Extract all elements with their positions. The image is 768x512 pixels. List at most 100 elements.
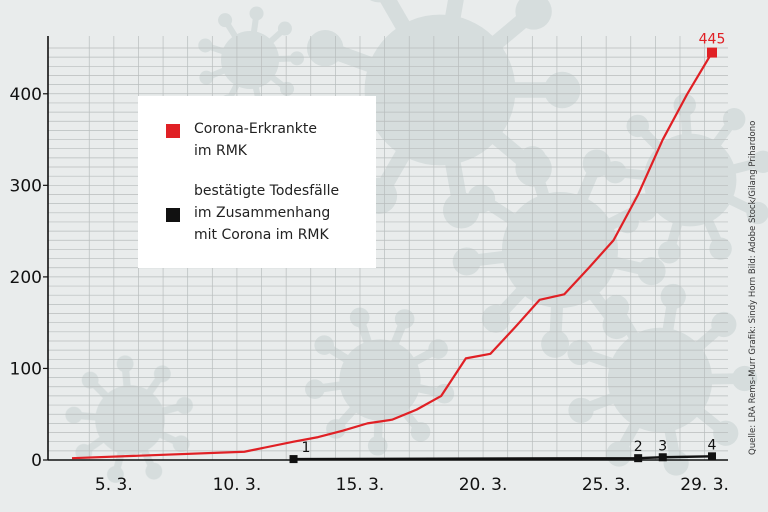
series-end-marker (707, 47, 717, 58)
virus-spike-head (280, 81, 295, 96)
series-line (71, 52, 713, 460)
virus-spike-head (153, 365, 171, 383)
x-tick-label: 15. 3. (336, 475, 385, 495)
x-tick-label: 5. 3. (95, 475, 133, 495)
x-tick-label: 20. 3. (459, 475, 508, 495)
virus-body (364, 14, 516, 166)
virus-spike-head (198, 38, 213, 53)
virus-spike-head (199, 70, 214, 85)
virus-spike-head (709, 237, 732, 260)
virus-spike-head (626, 114, 649, 138)
data-point (708, 452, 716, 461)
virus-body (502, 192, 618, 308)
virus-spike-head (658, 241, 681, 264)
legend-label-line: Corona-Erkrankte (194, 121, 317, 137)
virus-spike-head (582, 149, 611, 178)
virus-spike-head (467, 184, 496, 213)
virus-spike-head (711, 311, 737, 338)
virus-spike-head (218, 13, 233, 28)
data-point (658, 453, 667, 462)
legend-label-line: mit Corona im RMK (194, 227, 329, 243)
virus-spike-head (731, 365, 758, 392)
virus-spike-head (544, 71, 581, 109)
virus-spike-head (277, 21, 292, 36)
virus-shape (604, 93, 768, 264)
data-label: 4 (708, 437, 717, 453)
y-tick-label: 400 (10, 85, 42, 105)
virus-body (221, 31, 279, 89)
legend-label-deaths: bestätigte Todesfälle im Zusammenhang mi… (194, 180, 354, 246)
virus-spike (379, 0, 412, 32)
virus-spike-head (145, 462, 163, 480)
data-label: 1 (302, 440, 311, 456)
data-label: 2 (634, 439, 643, 455)
legend-label-cases: Corona-Erkrankte im RMK (194, 118, 354, 162)
virus-spike-head (394, 309, 415, 329)
virus-spike-head (434, 383, 455, 404)
x-tick-label: 29. 3. (680, 475, 729, 495)
virus-spike-head (604, 160, 627, 184)
virus-spike-head (746, 201, 768, 225)
y-tick-label: 0 (31, 451, 42, 471)
virus-spike-head (369, 0, 388, 3)
legend-label-line: im Zusammenhang (194, 205, 331, 221)
virus-spike-head (452, 247, 481, 276)
data-label: 445 (699, 32, 726, 48)
virus-shape (198, 6, 304, 113)
virus-spike-head (751, 150, 768, 174)
x-tick-labels: 5. 3. 10. 3. 15. 3. 20. 3. 25. 3. 29. 3. (95, 475, 729, 495)
virus-spike-head (81, 371, 99, 389)
virus-spike-head (481, 304, 510, 333)
legend-item-cases: Corona-Erkrankte im RMK (166, 118, 354, 162)
x-tick-label: 25. 3. (582, 475, 631, 495)
virus-shape (65, 355, 193, 483)
virus-body (95, 385, 165, 455)
series-line (293, 455, 713, 461)
virus-spike-head (410, 422, 431, 442)
virus-spike-head (172, 435, 190, 453)
data-label: 3 (658, 438, 667, 454)
legend-swatch-black (166, 208, 180, 222)
virus-spike-head (289, 51, 304, 66)
y-tick-label: 100 (10, 359, 42, 379)
data-point (634, 454, 643, 463)
y-tick-label: 200 (10, 268, 42, 288)
virus-spike-head (541, 329, 570, 358)
virus-spike-head (606, 441, 632, 467)
virus-spike (444, 0, 464, 21)
virus-spike-head (723, 107, 746, 131)
data-point (289, 455, 298, 464)
legend-item-deaths: bestätigte Todesfälle im Zusammenhang mi… (166, 180, 354, 246)
series (71, 47, 717, 464)
virus-spike-head (713, 420, 739, 446)
virus-shape (305, 307, 455, 456)
y-tick-label: 300 (10, 176, 42, 196)
virus-spike-head (568, 397, 594, 423)
virus-spike-head (428, 339, 448, 359)
virus-spike-head (249, 6, 264, 21)
data-labels: 445 1 2 3 4 (302, 32, 726, 457)
legend-swatch-red (166, 124, 180, 138)
legend: Corona-Erkrankte im RMK bestätigte Todes… (138, 96, 376, 268)
virus-spike-head (314, 335, 334, 355)
virus-spike-head (663, 450, 689, 476)
virus-body (643, 133, 737, 227)
virus-spike-head (603, 294, 630, 321)
virus-body (607, 327, 713, 433)
virus-spike-head (107, 466, 124, 483)
virus-spike-head (65, 406, 83, 424)
credit-text: Quelle: LRA Rems-Murr Grafik: Sindy Horn… (748, 120, 758, 455)
virus-spike-head (515, 0, 552, 30)
virus-spike-head (637, 257, 666, 286)
virus-spike-head (305, 379, 325, 399)
virus-spike-head (116, 355, 134, 373)
legend-label-line: im RMK (194, 143, 247, 159)
legend-label-line: bestätigte Todesfälle (194, 183, 340, 199)
x-tick-label: 10. 3. (213, 475, 262, 495)
virus-spike-head (660, 283, 686, 310)
virus-spike-head (567, 339, 593, 366)
virus-spike-head (326, 419, 346, 439)
y-tick-labels: 0 100 200 300 400 (10, 85, 48, 471)
